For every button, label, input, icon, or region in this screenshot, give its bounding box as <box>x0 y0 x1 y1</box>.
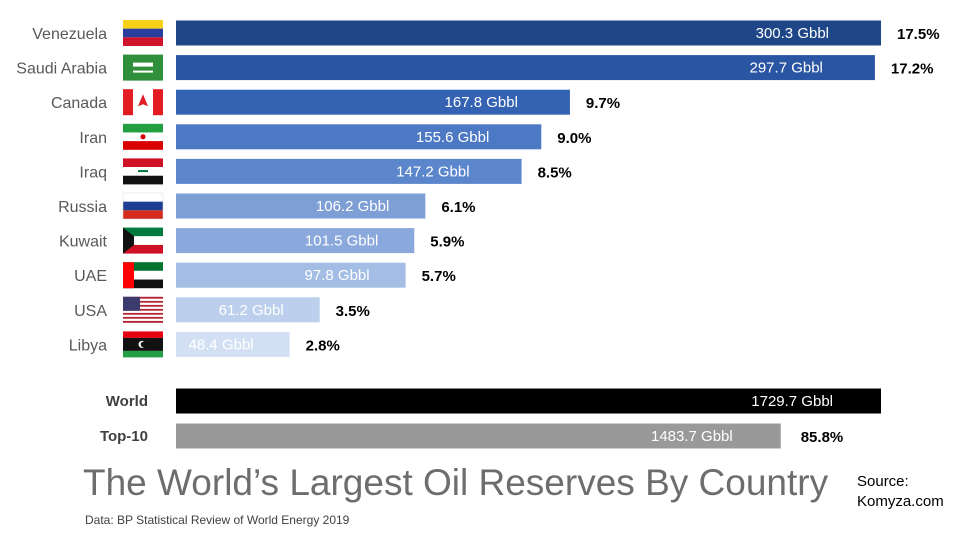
kuwait-flag <box>123 227 163 254</box>
value-label: 48.4 Gbbl <box>189 336 254 353</box>
category-label: Kuwait <box>59 234 108 251</box>
source-credit: Source: Komyza.com <box>857 472 944 512</box>
bar-canada <box>176 89 570 115</box>
value-label: 106.2 Gbbl <box>316 198 389 215</box>
category-label: UAE <box>74 268 107 285</box>
data-source-note: Data: BP Statistical Review of World Ene… <box>85 513 350 527</box>
source-label: Source: <box>857 473 909 490</box>
share-label: 9.7% <box>586 95 620 112</box>
value-label: 147.2 Gbbl <box>396 163 469 180</box>
bar-russia <box>176 193 426 219</box>
bar-world <box>176 388 881 414</box>
value-label: 61.2 Gbbl <box>219 302 284 319</box>
value-label: 101.5 Gbbl <box>305 233 378 250</box>
total-share-label: 85.8% <box>801 429 844 446</box>
iraq-flag <box>123 158 163 185</box>
source-site: Komyza.com <box>857 493 944 510</box>
share-label: 17.5% <box>897 26 940 43</box>
bar-saudi-arabia <box>176 55 875 81</box>
venezuela-flag <box>123 20 163 46</box>
libya-flag <box>123 331 163 358</box>
share-label: 5.9% <box>430 234 464 251</box>
share-label: 2.8% <box>306 337 340 354</box>
chart-title: The World’s Largest Oil Reserves By Coun… <box>83 462 829 503</box>
category-label: Iraq <box>79 164 107 181</box>
russia-flag <box>122 192 164 220</box>
share-label: 17.2% <box>891 61 934 78</box>
usa-flag <box>123 296 163 323</box>
value-label: 167.8 Gbbl <box>445 94 518 111</box>
value-label: 300.3 Gbbl <box>756 25 829 42</box>
bar-uae <box>176 262 406 288</box>
share-label: 5.7% <box>422 268 456 285</box>
category-label: Venezuela <box>32 26 107 43</box>
total-value-label: 1483.7 Gbbl <box>651 428 733 445</box>
bar-venezuela <box>176 20 881 46</box>
share-label: 6.1% <box>441 199 475 216</box>
category-label: Russia <box>58 199 107 216</box>
canada-flag <box>123 89 163 116</box>
bar-iran <box>176 124 542 150</box>
value-label: 97.8 Gbbl <box>305 267 370 284</box>
iran-flag <box>123 123 163 150</box>
value-label: 155.6 Gbbl <box>416 129 489 146</box>
bar-usa <box>176 297 320 323</box>
category-label: Iran <box>79 130 107 147</box>
uae-flag <box>123 262 163 289</box>
saudi-arabia-flag <box>123 54 163 81</box>
value-label: 297.7 Gbbl <box>750 60 823 77</box>
total-label: Top-10 <box>100 428 148 445</box>
category-label: Libya <box>69 337 107 354</box>
share-label: 8.5% <box>538 164 572 181</box>
bar-top-10 <box>176 423 781 449</box>
total-value-label: 1729.7 Gbbl <box>751 393 833 410</box>
share-label: 9.0% <box>557 130 591 147</box>
bar-iraq <box>176 158 522 184</box>
category-label: USA <box>74 303 107 320</box>
share-label: 3.5% <box>336 303 370 320</box>
bar-kuwait <box>176 228 415 254</box>
bar-libya <box>176 331 290 357</box>
category-label: Canada <box>51 95 107 112</box>
total-label: World <box>106 393 148 410</box>
category-label: Saudi Arabia <box>16 61 107 78</box>
